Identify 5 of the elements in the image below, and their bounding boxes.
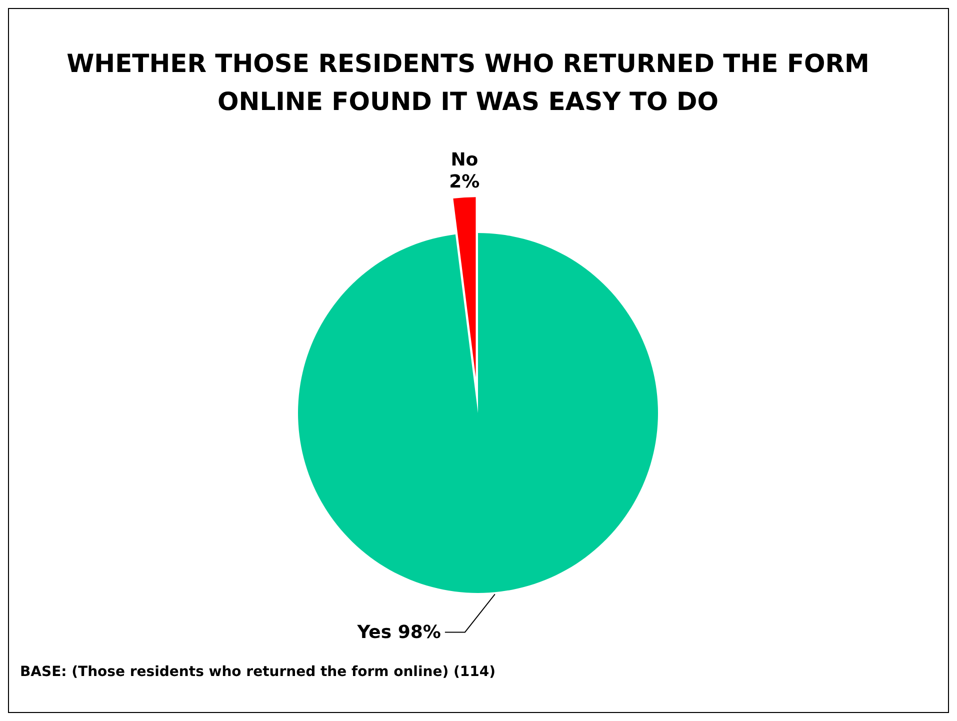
slice-label: No (450, 149, 478, 170)
text: BASE: (Those residents who returned the form online) (114) (20, 664, 496, 680)
chart-title: WHETHER THOSE RESIDENTS WHO RETURNED THE FORM ONLINE FOUND IT WAS EASY TO DO (66, 49, 870, 116)
data-label: 2% (449, 171, 480, 192)
slice-label: Yes 98% (356, 622, 441, 644)
